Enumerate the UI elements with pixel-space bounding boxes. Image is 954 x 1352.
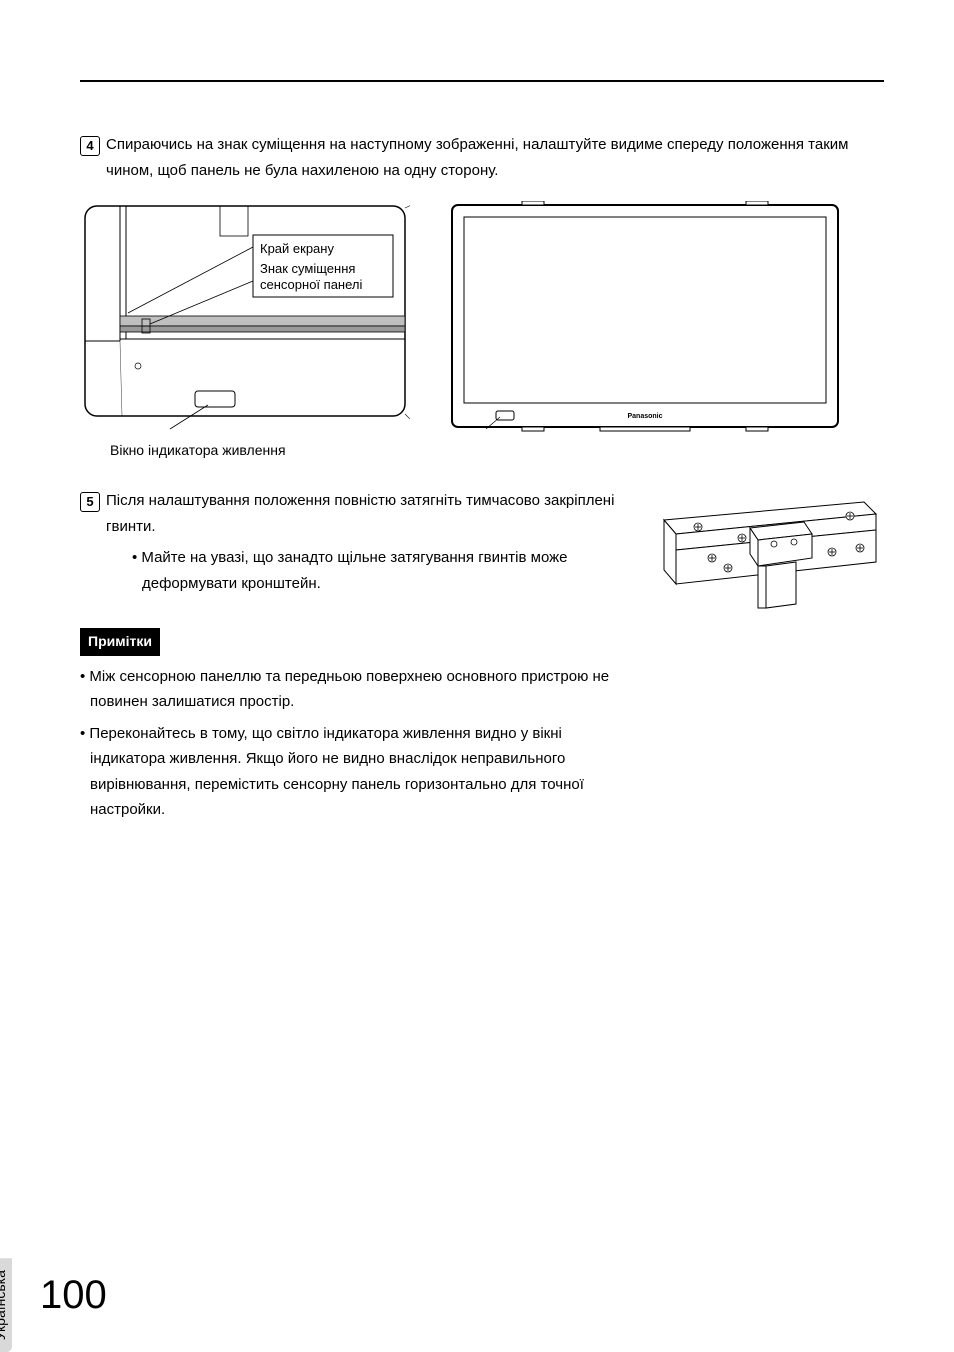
step-4-num: 4 (80, 136, 100, 156)
alignment-diagram: Край екрану Знак суміщення сенсорної пан… (80, 201, 410, 431)
note-2: • Переконайтесь в тому, що світло індика… (80, 721, 624, 823)
label-mark-1: Знак суміщення (260, 261, 355, 276)
panasonic-logo: Panasonic (627, 413, 662, 420)
step-5: 5 Після налаштування положення повністю … (80, 488, 624, 596)
lower-right-col (654, 488, 884, 627)
label-mark-2: сенсорної панелі (260, 277, 362, 292)
step-5-main: Після налаштування положення повністю за… (106, 492, 614, 535)
step-5-sub: • Майте на увазі, що занадто щільне затя… (132, 545, 624, 596)
lower-left-col: 5 Після налаштування положення повністю … (80, 488, 624, 829)
step-4: 4 Спираючись на знак суміщення на наступ… (80, 132, 884, 183)
step-5-num: 5 (80, 492, 100, 512)
figures-row: Край екрану Знак суміщення сенсорної пан… (80, 201, 884, 458)
page: 4 Спираючись на знак суміщення на наступ… (0, 0, 954, 1348)
page-number: 100 (40, 1273, 107, 1318)
figure-left-caption: Вікно індикатора живлення (80, 442, 410, 458)
figure-left: Край екрану Знак суміщення сенсорної пан… (80, 201, 410, 458)
bracket-diagram (654, 492, 884, 622)
display-front-diagram: Panasonic (450, 201, 840, 441)
step-4-text: Спираючись на знак суміщення на наступно… (106, 132, 884, 183)
top-rule (80, 80, 884, 82)
figure-right: Panasonic (450, 201, 840, 446)
lower-columns: 5 Після налаштування положення повністю … (80, 488, 884, 829)
language-tab: Українська (0, 1258, 12, 1352)
step-5-text: Після налаштування положення повністю за… (106, 488, 624, 596)
notes-label: Примітки (80, 628, 160, 656)
note-1: • Між сенсорною панеллю та передньою пов… (80, 664, 624, 715)
label-edge: Край екрану (260, 241, 334, 256)
